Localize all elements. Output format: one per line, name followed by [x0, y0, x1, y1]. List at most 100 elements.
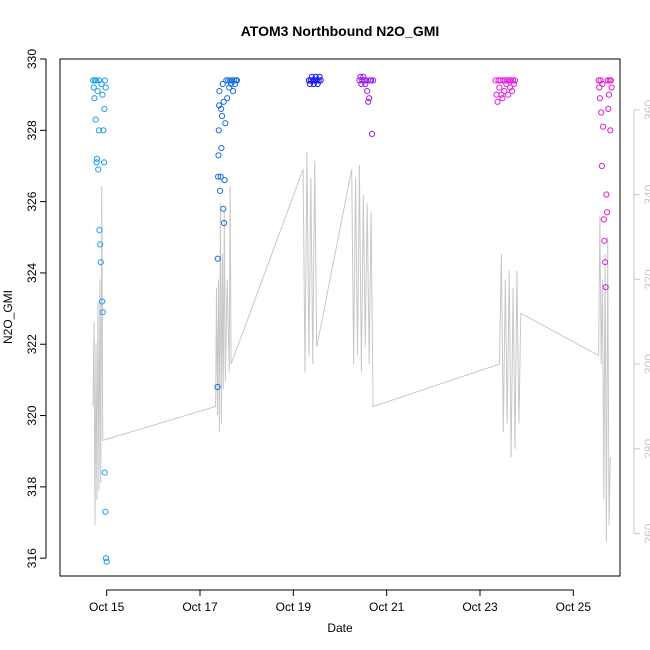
- data-point-s0-p27: [102, 84, 109, 91]
- data-point-s1-p2: [215, 173, 222, 180]
- data-point-s5-p19: [607, 77, 615, 84]
- data-point-s4-p20: [511, 77, 519, 84]
- data-point-s5-p13: [603, 209, 611, 216]
- data-point-s5-p0: [595, 77, 602, 84]
- data-point-s3-p8: [364, 88, 371, 95]
- x-tick-label-0: Oct 15: [89, 600, 125, 614]
- data-point-s0-p16: [100, 127, 107, 134]
- data-point-s5-p6: [599, 80, 606, 88]
- y-tick-label-2: 320: [25, 405, 39, 425]
- data-point-s4-p9: [501, 88, 508, 95]
- data-point-s3-p9: [365, 98, 372, 105]
- y-tick-label-6: 328: [25, 120, 39, 140]
- data-point-s1-p29: [218, 105, 225, 113]
- data-point-s5-p7: [600, 123, 607, 130]
- data-point-s0-p18: [101, 469, 108, 476]
- data-point-s5-p20: [608, 84, 615, 91]
- y-axis-label: N2O_GMI: [1, 290, 15, 344]
- data-point-s0-p5: [93, 77, 100, 84]
- data-point-s0-p19: [102, 508, 109, 515]
- data-point-s2-p12: [317, 77, 324, 84]
- y-tick-label-1: 318: [25, 477, 39, 497]
- y-axis-right: 260 280 300 320 340 360: [633, 100, 650, 544]
- data-point-s1-p9: [218, 145, 225, 152]
- data-point-s4-p17: [508, 88, 516, 95]
- y-tick-label-7: 330: [25, 49, 39, 69]
- y2-tick-label-1: 280: [642, 439, 650, 459]
- data-point-s1-p1: [214, 255, 221, 262]
- data-point-s0-p6: [93, 155, 101, 162]
- data-point-s0-p23: [99, 91, 106, 98]
- data-point-s0-p17: [101, 159, 108, 166]
- data-point-s5-p10: [602, 259, 609, 266]
- data-point-s5-p16: [605, 91, 613, 98]
- data-point-s4-p2: [494, 98, 501, 105]
- data-point-s1-p19: [226, 84, 233, 91]
- data-point-s3-p13: [369, 130, 376, 137]
- data-point-s1-p28: [220, 98, 227, 105]
- data-point-s5-p5: [598, 162, 606, 170]
- data-point-s1-p13: [220, 219, 228, 227]
- data-point-s5-p4: [598, 109, 605, 116]
- data-point-s0-p15: [99, 309, 106, 316]
- y2-tick-label-3: 320: [642, 269, 650, 289]
- data-point-s1-p25: [231, 80, 239, 88]
- data-point-s1-p15: [222, 120, 229, 127]
- data-point-s5-p8: [600, 216, 607, 223]
- data-point-s1-p7: [217, 187, 224, 194]
- data-point-s1-p14: [221, 177, 228, 184]
- data-point-s5-p1: [596, 84, 603, 91]
- data-point-s3-p6: [362, 80, 369, 88]
- points-layer: [90, 73, 615, 565]
- y-axis-left: 316 318 320 322 324 326 328 330: [25, 49, 47, 568]
- data-point-s1-p8: [217, 173, 224, 180]
- data-point-s0-p0: [90, 77, 97, 84]
- data-point-s3-p12: [368, 77, 375, 84]
- x-axis-label: Date: [327, 621, 353, 635]
- data-point-s1-p3: [215, 152, 222, 159]
- y2-tick-label-0: 260: [642, 523, 650, 543]
- data-point-s1-p6: [216, 88, 223, 95]
- data-point-s1-p4: [215, 127, 222, 134]
- data-point-s0-p26: [101, 77, 109, 84]
- data-point-s4-p4: [496, 84, 503, 91]
- data-point-s1-p24: [230, 77, 238, 84]
- data-point-s0-p4: [92, 116, 99, 123]
- data-point-s1-p12: [220, 205, 227, 212]
- data-point-s2-p11: [316, 73, 323, 80]
- y-tick-label-3: 322: [25, 334, 39, 354]
- data-point-s0-p8: [95, 166, 102, 173]
- data-point-s0-p7: [94, 88, 101, 95]
- data-point-s5-p11: [602, 284, 609, 291]
- x-tick-label-2: Oct 19: [276, 600, 312, 614]
- x-tick-label-1: Oct 17: [182, 600, 218, 614]
- data-point-s3-p14: [370, 77, 377, 84]
- data-point-s1-p27: [233, 77, 240, 84]
- data-point-s2-p2: [307, 77, 314, 84]
- x-tick-label-5: Oct 25: [556, 600, 592, 614]
- data-point-s0-p11: [97, 241, 104, 248]
- data-point-s0-p14: [99, 298, 106, 305]
- y2-tick-label-2: 300: [642, 354, 650, 374]
- x-tick-label-4: Oct 23: [462, 600, 498, 614]
- data-point-s5-p18: [607, 127, 614, 134]
- data-point-s4-p7: [499, 95, 506, 102]
- data-point-s1-p0: [214, 383, 221, 391]
- data-point-s5-p15: [605, 105, 612, 113]
- data-point-s0-p24: [101, 105, 108, 113]
- data-point-s3-p10: [366, 95, 373, 102]
- y2-tick-label-5: 360: [642, 100, 650, 120]
- data-point-s0-p25: [93, 159, 100, 166]
- x-axis: Oct 15 Oct 17 Oct 19 Oct 21 Oct 23 Oct 25: [89, 589, 592, 614]
- data-point-s0-p10: [96, 227, 103, 234]
- data-point-s1-p17: [224, 95, 231, 102]
- data-point-s0-p2: [91, 95, 98, 102]
- x-tick-label-3: Oct 21: [369, 600, 405, 614]
- chart-title: ATOM3 Northbound N2O_GMI: [241, 23, 440, 39]
- data-point-s4-p18: [509, 77, 517, 84]
- data-point-s1-p23: [230, 88, 237, 95]
- data-point-s4-p13: [505, 91, 512, 98]
- data-point-s1-p16: [223, 77, 230, 84]
- data-point-s1-p10: [218, 112, 226, 120]
